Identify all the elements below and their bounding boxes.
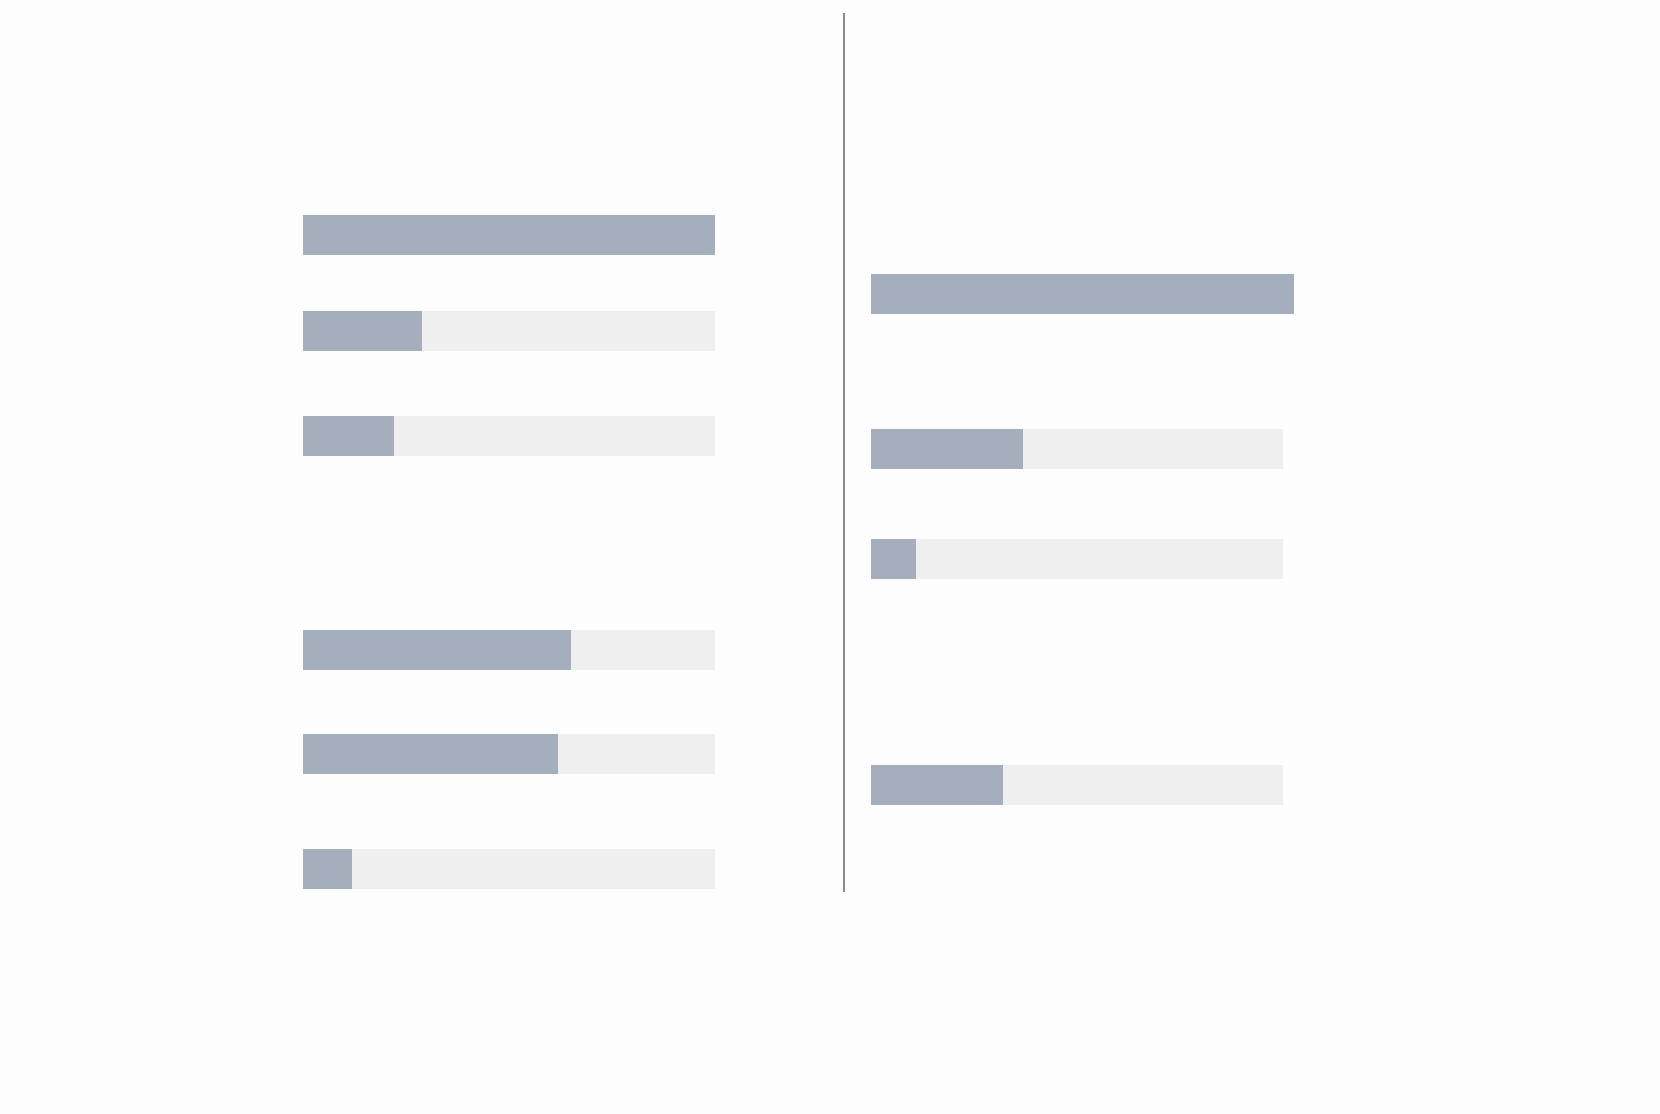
progress-track <box>303 734 715 774</box>
progress-fill <box>871 539 917 579</box>
progress-fill <box>871 429 1024 469</box>
progress-fill <box>303 734 559 774</box>
progress-track <box>871 274 1294 314</box>
progress-track <box>303 311 715 351</box>
progress-fill <box>303 849 353 889</box>
progress-fill <box>303 416 394 456</box>
progress-fill <box>871 274 1294 314</box>
progress-track <box>303 215 715 255</box>
progress-track <box>871 429 1283 469</box>
progress-track <box>303 416 715 456</box>
progress-fill <box>871 765 1003 805</box>
progress-fill <box>303 630 571 670</box>
progress-track <box>303 849 715 889</box>
progress-track <box>871 539 1283 579</box>
progress-track <box>303 630 715 670</box>
divider <box>843 13 845 892</box>
progress-fill <box>303 215 715 255</box>
progress-fill <box>303 311 423 351</box>
progress-track <box>871 765 1283 805</box>
